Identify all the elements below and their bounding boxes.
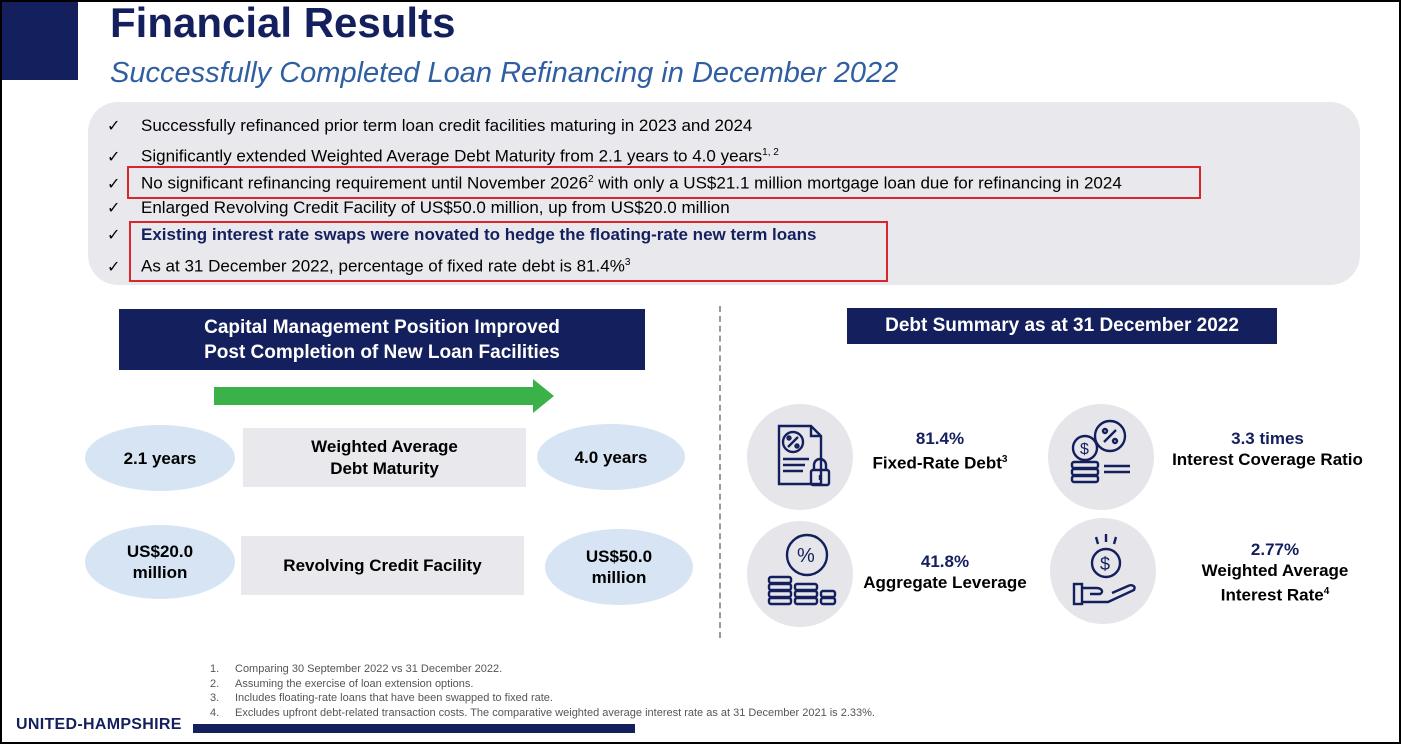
value-after: US$50.0 million [545, 529, 693, 605]
metric-interest-coverage: 3.3 times Interest Coverage Ratio [1172, 429, 1363, 469]
footnote-ref: 2 [587, 174, 594, 185]
svg-text:$: $ [1080, 441, 1089, 458]
arrow-head [533, 379, 554, 413]
page-title: Financial Results [110, 0, 456, 46]
arrow-right-icon [214, 387, 534, 405]
check-icon: ✓ [107, 118, 121, 135]
highlights-panel [88, 102, 1360, 285]
metric-weighted-average-rate: 2.77% Weighted Average Interest Rate4 [1201, 540, 1349, 605]
bullet-item: ✓ Enlarged Revolving Credit Facility of U… [107, 195, 730, 221]
bullet-item: ✓ No significant refinancing requirement … [107, 167, 1122, 193]
check-icon: ✓ [107, 258, 121, 276]
page-subtitle: Successfully Completed Loan Refinancing … [110, 57, 899, 89]
section-divider [719, 306, 721, 638]
hand-dollar-icon: $ [1050, 518, 1156, 624]
check-icon: ✓ [107, 175, 121, 193]
value-after: 4.0 years [537, 424, 685, 490]
check-icon: ✓ [107, 227, 121, 244]
coin-stack-percent-icon: % [747, 521, 853, 627]
bullet-item: ✓ Significantly extended Weighted Average… [107, 140, 779, 166]
row-label: Revolving Credit Facility [241, 536, 524, 595]
corner-accent-block [2, 2, 78, 80]
footnote: 3. Includes floating-rate loans that have… [210, 692, 553, 704]
company-logo: UNITED-HAMPSHIRE [16, 716, 182, 733]
value-before: 2.1 years [85, 425, 235, 491]
capital-management-heading: Capital Management Position Improved Pos… [119, 309, 645, 370]
debt-summary-heading: Debt Summary as at 31 December 2022 [847, 308, 1277, 344]
value-before: US$20.0 million [85, 525, 235, 599]
document-percent-lock-icon [747, 404, 853, 510]
footnote: 1. Comparing 30 September 2022 vs 31 Dece… [210, 663, 503, 675]
footnote: 4. Excludes upfront debt-related transact… [210, 706, 875, 719]
svg-text:$: $ [1100, 554, 1110, 574]
metric-fixed-rate-debt: 81.4% Fixed-Rate Debt3 [872, 429, 1008, 473]
svg-text:%: % [797, 545, 815, 567]
highlight-box [127, 166, 1201, 199]
footnote-ref: 3 [624, 257, 631, 268]
footnote-ref: 1, 2 [762, 147, 779, 158]
bullet-item: ✓ As at 31 December 2022, percentage of f… [107, 250, 630, 276]
row-label: Weighted Average Debt Maturity [243, 428, 526, 487]
highlight-box [129, 221, 888, 282]
bullet-item: ✓ Successfully refinanced prior term loan… [107, 113, 752, 139]
metric-aggregate-leverage: 41.8% Aggregate Leverage [863, 552, 1027, 592]
check-icon: ✓ [107, 148, 121, 166]
coins-percent-icon: $ [1048, 404, 1154, 510]
check-icon: ✓ [107, 200, 121, 217]
bullet-item: ✓ Existing interest rate swaps were novat… [107, 222, 816, 248]
footnotes: 1. Comparing 30 September 2022 vs 31 Dece… [210, 662, 875, 720]
footnote: 2. Assuming the exercise of loan extensio… [210, 677, 474, 690]
footer-bar [193, 724, 635, 733]
